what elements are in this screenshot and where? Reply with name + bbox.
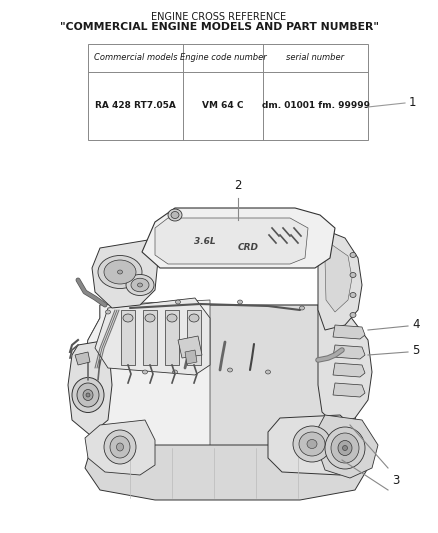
Ellipse shape — [98, 255, 142, 288]
Text: RA 428 RT7.05A: RA 428 RT7.05A — [95, 101, 176, 110]
Bar — [187, 310, 201, 365]
Ellipse shape — [176, 300, 180, 304]
Ellipse shape — [331, 433, 359, 463]
Ellipse shape — [72, 377, 104, 413]
Polygon shape — [82, 300, 210, 470]
Polygon shape — [318, 228, 362, 330]
Ellipse shape — [145, 314, 155, 322]
Text: VM 64 C: VM 64 C — [202, 101, 244, 110]
Ellipse shape — [350, 312, 356, 318]
Polygon shape — [325, 242, 352, 312]
Ellipse shape — [117, 270, 123, 274]
Ellipse shape — [171, 212, 179, 219]
Polygon shape — [268, 415, 358, 475]
Polygon shape — [178, 336, 202, 358]
Text: 4: 4 — [412, 318, 420, 330]
Ellipse shape — [117, 443, 124, 451]
Ellipse shape — [173, 370, 177, 374]
Ellipse shape — [126, 274, 154, 295]
Polygon shape — [155, 218, 308, 264]
Ellipse shape — [106, 310, 110, 314]
Ellipse shape — [83, 390, 93, 400]
Polygon shape — [85, 420, 155, 475]
Text: 3: 3 — [392, 473, 399, 487]
Bar — [165, 310, 179, 365]
Ellipse shape — [299, 432, 325, 456]
Ellipse shape — [123, 314, 133, 322]
Ellipse shape — [307, 440, 317, 448]
Ellipse shape — [104, 430, 136, 464]
Polygon shape — [82, 305, 360, 470]
Text: 5: 5 — [412, 343, 419, 357]
Ellipse shape — [227, 368, 233, 372]
Polygon shape — [92, 240, 158, 308]
Polygon shape — [333, 363, 365, 377]
Text: CRD: CRD — [237, 243, 258, 252]
Text: Engine code number: Engine code number — [180, 53, 266, 62]
Text: "COMMERCIAL ENGINE MODELS AND PART NUMBER": "COMMERCIAL ENGINE MODELS AND PART NUMBE… — [60, 22, 378, 32]
Ellipse shape — [86, 393, 90, 397]
Ellipse shape — [142, 370, 148, 374]
Ellipse shape — [110, 436, 130, 458]
Text: ENGINE CROSS REFERENCE: ENGINE CROSS REFERENCE — [152, 12, 286, 22]
Text: Commercial models: Commercial models — [94, 53, 177, 62]
Polygon shape — [75, 352, 90, 365]
Bar — [121, 310, 135, 365]
Polygon shape — [318, 305, 372, 425]
Ellipse shape — [300, 306, 304, 310]
Polygon shape — [333, 345, 365, 359]
Text: serial number: serial number — [286, 53, 345, 62]
Ellipse shape — [131, 278, 149, 292]
Ellipse shape — [265, 370, 271, 374]
Ellipse shape — [350, 293, 356, 297]
Ellipse shape — [138, 283, 142, 287]
Ellipse shape — [168, 209, 182, 221]
Ellipse shape — [189, 314, 199, 322]
Polygon shape — [318, 415, 378, 478]
Ellipse shape — [104, 260, 136, 284]
Text: 1: 1 — [409, 96, 417, 109]
Bar — [143, 310, 157, 365]
Polygon shape — [85, 445, 368, 500]
Polygon shape — [95, 298, 210, 375]
Polygon shape — [142, 208, 335, 268]
Ellipse shape — [167, 314, 177, 322]
Ellipse shape — [237, 300, 243, 304]
Bar — [88, 44, 368, 140]
Ellipse shape — [350, 272, 356, 278]
Ellipse shape — [343, 446, 347, 450]
Text: 2: 2 — [234, 179, 242, 192]
Text: 3.6L: 3.6L — [194, 238, 216, 246]
Ellipse shape — [325, 427, 365, 469]
Polygon shape — [333, 325, 365, 339]
Polygon shape — [68, 340, 112, 435]
Ellipse shape — [338, 440, 352, 456]
Ellipse shape — [350, 253, 356, 257]
Polygon shape — [333, 383, 365, 397]
Ellipse shape — [77, 383, 99, 407]
Polygon shape — [185, 350, 197, 364]
Text: dm. 01001 fm. 99999: dm. 01001 fm. 99999 — [261, 101, 370, 110]
Ellipse shape — [293, 426, 331, 462]
